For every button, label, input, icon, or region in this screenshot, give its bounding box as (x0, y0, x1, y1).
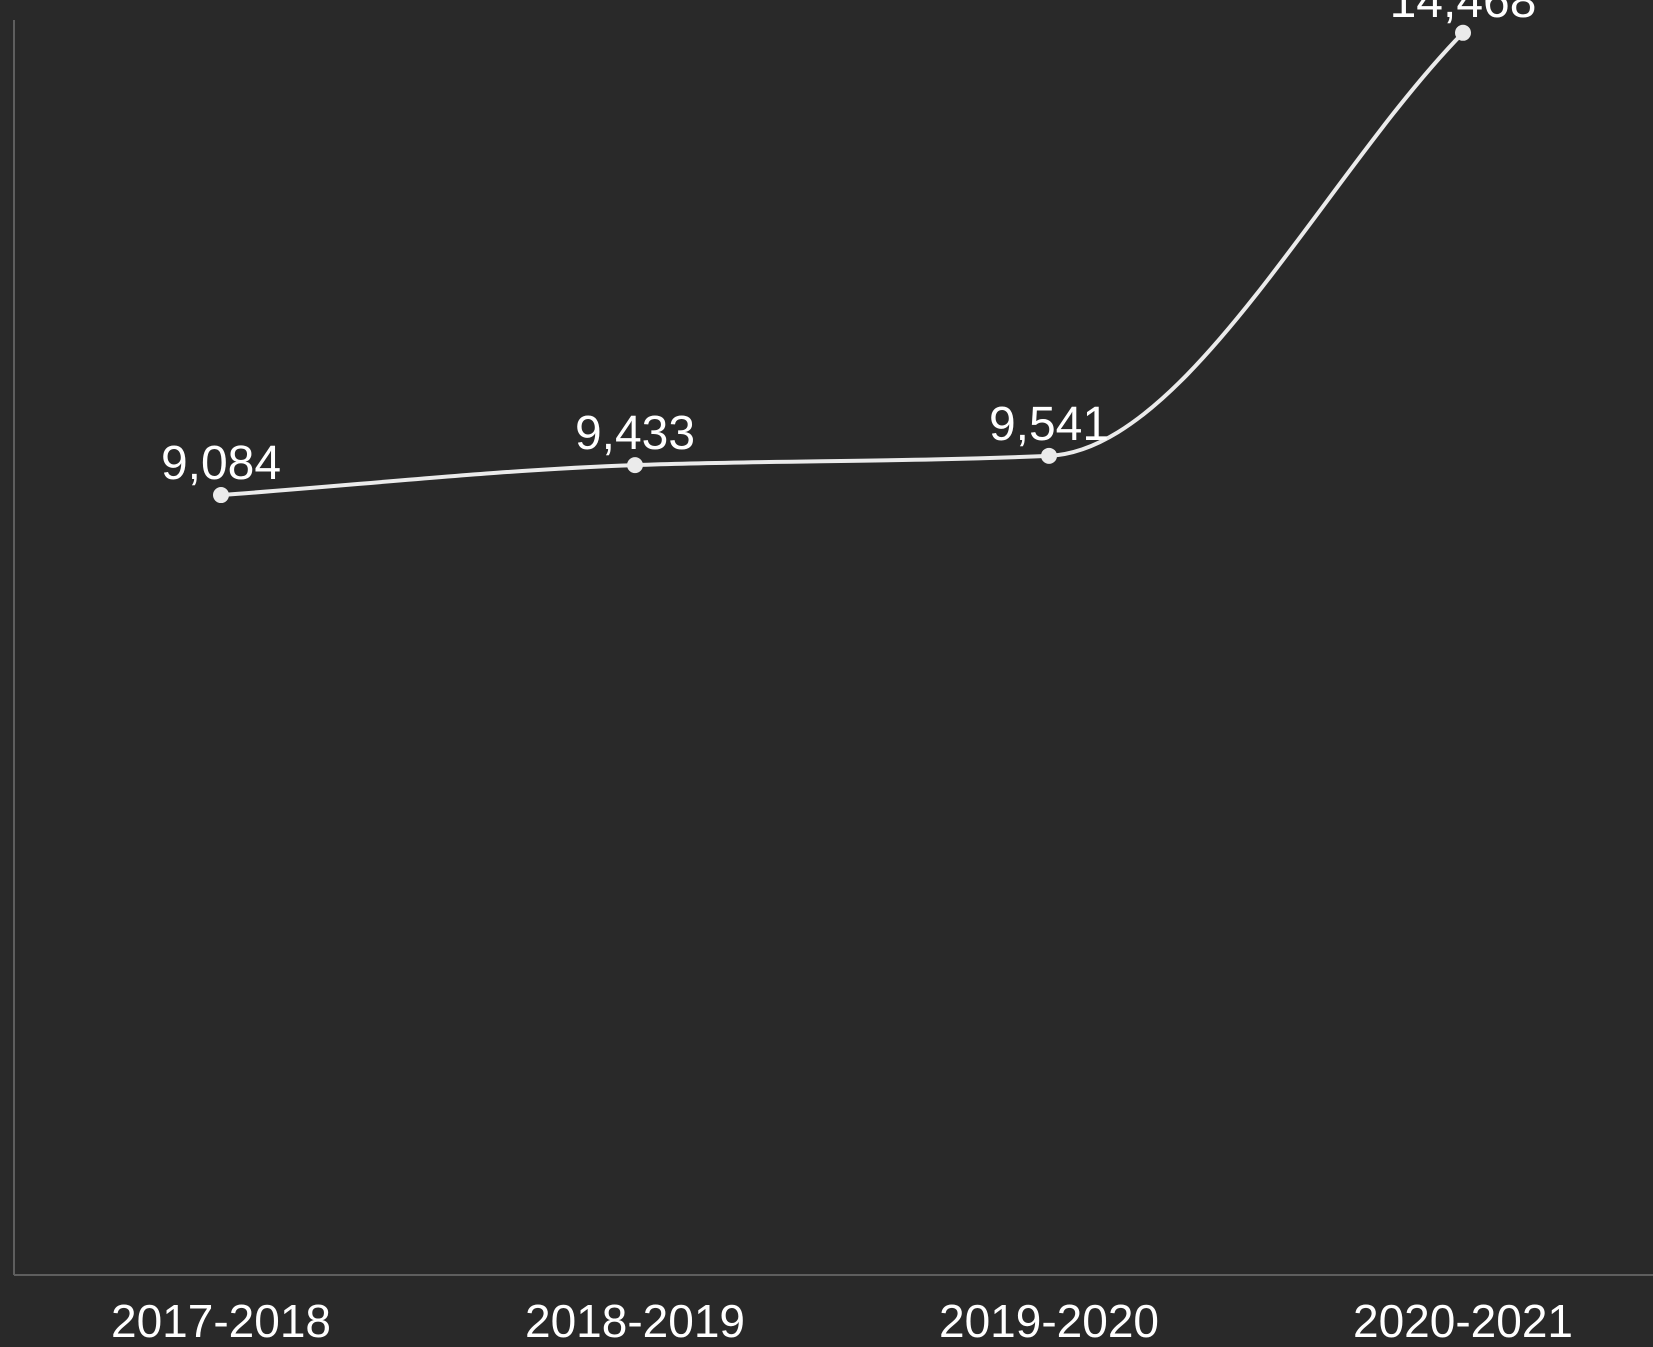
data-label: 9,541 (989, 398, 1109, 451)
x-tick-label: 2020-2021 (1353, 1295, 1573, 1342)
x-tick-label: 2017-2018 (111, 1295, 331, 1342)
x-tick-label: 2019-2020 (939, 1295, 1159, 1342)
data-points (213, 24, 1471, 504)
x-tick-labels: 2017-2018 2018-2019 2019-2020 2020-2021 (111, 1295, 1573, 1347)
data-label: 14,468 (1390, 0, 1537, 28)
x-tick-label: 2018-2019 (525, 1295, 745, 1342)
data-point[interactable] (1455, 24, 1471, 41)
data-label: 9,433 (575, 407, 695, 460)
data-labels: 9,084 9,433 9,541 14,468 (161, 0, 1536, 490)
axes (13, 20, 1653, 1276)
series-line-group (219, 30, 1465, 498)
data-label: 9,084 (161, 437, 281, 490)
data-point[interactable] (627, 457, 643, 474)
data-point[interactable] (1041, 447, 1057, 464)
series-line (219, 30, 1465, 498)
data-point[interactable] (213, 487, 229, 504)
